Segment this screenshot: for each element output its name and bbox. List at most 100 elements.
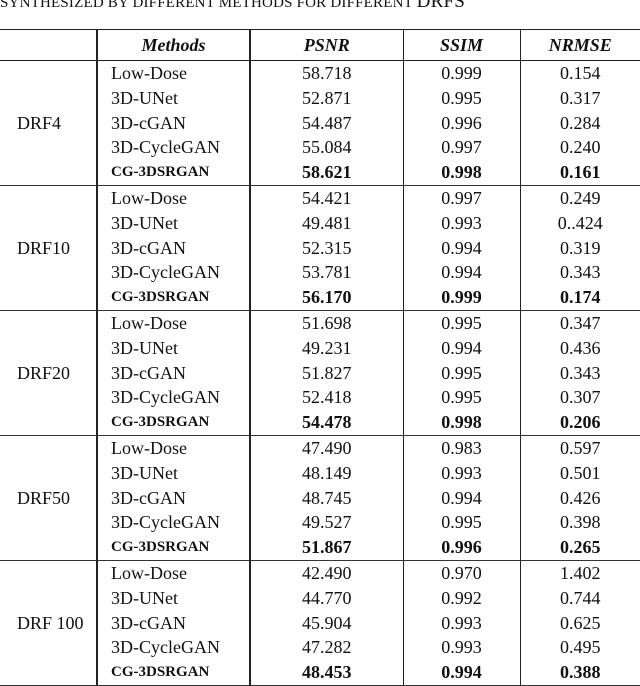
nrmse-cell: 0.347	[519, 310, 640, 336]
psnr-cell: 54.421	[249, 185, 403, 211]
ssim-cell: 0.999	[402, 285, 520, 311]
psnr-cell: 51.827	[249, 360, 403, 386]
psnr-cell: 54.478	[249, 410, 403, 436]
table-row: CG-3DSRGAN 51.867 0.996 0.265	[0, 535, 640, 561]
ssim-cell: 0.994	[402, 235, 520, 261]
psnr-cell: 58.718	[249, 60, 403, 86]
ssim-cell: 0.983	[402, 435, 520, 461]
method-cell: 3D-CycleGAN	[96, 510, 251, 536]
table-row: 3D-cGAN 45.904 0.993 0.625	[0, 610, 640, 636]
header-ssim: SSIM	[402, 29, 520, 61]
method-cell: 3D-CycleGAN	[96, 135, 251, 161]
psnr-cell: 51.698	[249, 310, 403, 336]
psnr-cell: 44.770	[249, 585, 403, 611]
ssim-cell: 0.994	[402, 260, 520, 286]
ssim-cell: 0.995	[402, 385, 520, 411]
nrmse-cell: 0.307	[519, 385, 640, 411]
table-row: 3D-cGAN 51.827 0.995 0.343	[0, 360, 640, 386]
nrmse-cell: 0.436	[519, 335, 640, 361]
nrmse-cell: 0.597	[519, 435, 640, 461]
psnr-cell: 48.453	[249, 660, 403, 686]
method-cell: 3D-CycleGAN	[96, 385, 251, 411]
table-body: DRF4 Low-Dose 58.718 0.999 0.154 3D-UNet 52.87…	[0, 60, 640, 686]
psnr-cell: 56.170	[249, 285, 403, 311]
method-cell: Low-Dose	[96, 560, 251, 586]
header-row: Methods PSNR SSIM NRMSE	[0, 29, 640, 61]
ssim-cell: 0.994	[402, 660, 520, 686]
table-row: 3D-UNet 52.871 0.995 0.317	[0, 85, 640, 111]
method-cell: 3D-UNet	[96, 335, 251, 361]
caption-text: Synthesized by different methods for dif…	[0, 0, 417, 11]
psnr-cell: 48.149	[249, 460, 403, 486]
nrmse-cell: 0.174	[519, 285, 640, 311]
results-table: Methods PSNR SSIM NRMSE DRF4 Low-Dose 58.7…	[0, 29, 640, 686]
method-cell: 3D-cGAN	[96, 235, 251, 261]
method-cell: 3D-UNet	[96, 585, 251, 611]
method-cell: 3D-cGAN	[96, 610, 251, 636]
ssim-cell: 0.995	[402, 310, 520, 336]
nrmse-cell: 0.495	[519, 635, 640, 661]
table-row: 3D-CycleGAN 53.781 0.994 0.343	[0, 260, 640, 286]
ssim-cell: 0.994	[402, 485, 520, 511]
table-row: 3D-UNet 49.481 0.993 0..424	[0, 210, 640, 236]
ssim-cell: 0.996	[402, 110, 520, 136]
psnr-cell: 49.231	[249, 335, 403, 361]
table-row: 3D-CycleGAN 47.282 0.993 0.495	[0, 635, 640, 661]
psnr-cell: 49.527	[249, 510, 403, 536]
ssim-cell: 0.995	[402, 510, 520, 536]
ssim-cell: 0.997	[402, 185, 520, 211]
method-cell: 3D-CycleGAN	[96, 260, 251, 286]
drf-label: DRF20	[0, 310, 97, 436]
table-row: 3D-CycleGAN 52.418 0.995 0.307	[0, 385, 640, 411]
table-row: CG-3DSRGAN 56.170 0.999 0.174	[0, 285, 640, 311]
psnr-cell: 48.745	[249, 485, 403, 511]
table-row: 3D-cGAN 48.745 0.994 0.426	[0, 485, 640, 511]
header-psnr: PSNR	[249, 29, 403, 61]
table-row: CG-3DSRGAN 58.621 0.998 0.161	[0, 160, 640, 186]
table-row: 3D-UNet 49.231 0.994 0.436	[0, 335, 640, 361]
table-row: 3D-CycleGAN 49.527 0.995 0.398	[0, 510, 640, 536]
ssim-cell: 0.970	[402, 560, 520, 586]
table-row: DRF20 Low-Dose 51.698 0.995 0.347	[0, 310, 640, 436]
method-cell: 3D-cGAN	[96, 110, 251, 136]
table-row: 3D-cGAN 54.487 0.996 0.284	[0, 110, 640, 136]
nrmse-cell: 0.154	[519, 60, 640, 86]
method-cell: Low-Dose	[96, 435, 251, 461]
header-methods: Methods	[96, 29, 251, 61]
method-cell: CG-3DSRGAN	[96, 285, 251, 311]
drf-label: DRF50	[0, 435, 97, 561]
method-cell: Low-Dose	[96, 185, 251, 211]
method-cell: 3D-cGAN	[96, 485, 251, 511]
nrmse-cell: 0.206	[519, 410, 640, 436]
psnr-cell: 45.904	[249, 610, 403, 636]
nrmse-cell: 0.388	[519, 660, 640, 686]
nrmse-cell: 0.398	[519, 510, 640, 536]
psnr-cell: 54.487	[249, 110, 403, 136]
table-row: 3D-UNet 48.149 0.993 0.501	[0, 460, 640, 486]
nrmse-cell: 0..424	[519, 210, 640, 236]
method-cell: CG-3DSRGAN	[96, 160, 251, 186]
psnr-cell: 55.084	[249, 135, 403, 161]
psnr-cell: 52.418	[249, 385, 403, 411]
nrmse-cell: 0.625	[519, 610, 640, 636]
nrmse-cell: 0.426	[519, 485, 640, 511]
nrmse-cell: 0.265	[519, 535, 640, 561]
nrmse-cell: 1.402	[519, 560, 640, 586]
table-row: DRF50 Low-Dose 47.490 0.983 0.597	[0, 435, 640, 561]
ssim-cell: 0.993	[402, 610, 520, 636]
psnr-cell: 42.490	[249, 560, 403, 586]
method-cell: Low-Dose	[96, 310, 251, 336]
nrmse-cell: 0.317	[519, 85, 640, 111]
table-row: DRF4 Low-Dose 58.718 0.999 0.154	[0, 60, 640, 186]
ssim-cell: 0.993	[402, 635, 520, 661]
ssim-cell: 0.998	[402, 160, 520, 186]
nrmse-cell: 0.744	[519, 585, 640, 611]
psnr-cell: 53.781	[249, 260, 403, 286]
ssim-cell: 0.994	[402, 335, 520, 361]
ssim-cell: 0.995	[402, 85, 520, 111]
caption-tail: DRFs	[416, 0, 465, 12]
table-row: DRF10 Low-Dose 54.421 0.997 0.249	[0, 185, 640, 311]
table-row: 3D-CycleGAN 55.084 0.997 0.240	[0, 135, 640, 161]
method-cell: CG-3DSRGAN	[96, 660, 251, 686]
nrmse-cell: 0.501	[519, 460, 640, 486]
